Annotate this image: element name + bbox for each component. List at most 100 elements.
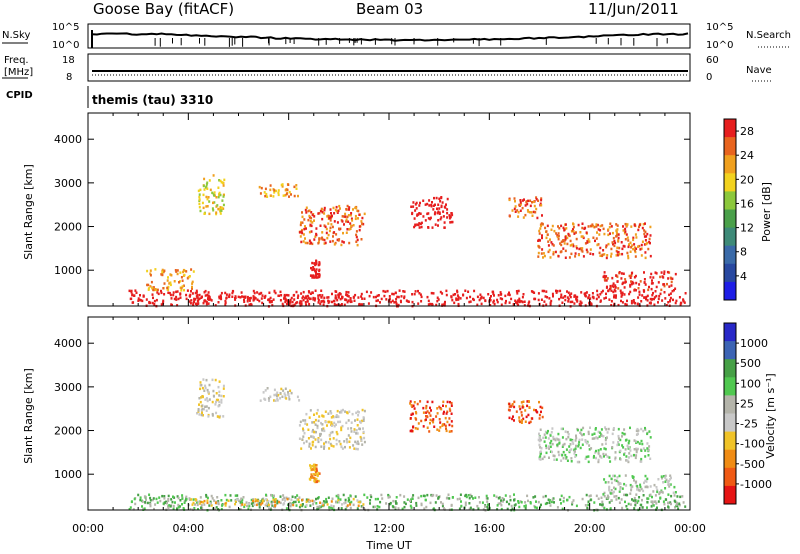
data-region (410, 196, 454, 229)
data-cell (524, 409, 527, 412)
data-cell (638, 283, 641, 286)
data-cell (222, 195, 225, 198)
data-cell (188, 300, 191, 303)
data-cell (176, 269, 179, 272)
data-cell (514, 205, 517, 208)
data-cell (402, 290, 405, 293)
data-cell (448, 423, 451, 427)
data-cell (221, 504, 224, 507)
data-cell (359, 303, 362, 306)
data-cell (360, 292, 363, 296)
data-cell (277, 193, 280, 197)
data-cell (349, 300, 352, 304)
data-cell (655, 486, 658, 489)
data-cell (539, 505, 542, 509)
data-cell (312, 468, 314, 471)
data-cell (320, 237, 323, 240)
data-cell (273, 189, 276, 192)
data-cell (547, 445, 550, 448)
data-cell (193, 507, 196, 510)
data-cell (308, 500, 311, 503)
data-cell (268, 397, 271, 400)
data-cell (613, 478, 616, 482)
data-cell (197, 508, 199, 511)
data-cell (478, 496, 480, 499)
data-cell (272, 195, 275, 198)
data-cell (385, 502, 388, 505)
data-cell (284, 387, 287, 390)
data-cell (640, 439, 643, 443)
data-cell (643, 243, 646, 246)
data-cell (202, 301, 205, 305)
data-cell (478, 298, 481, 302)
data-cell (489, 298, 492, 302)
data-cell (621, 291, 624, 294)
data-cell (527, 301, 530, 305)
data-cell (442, 400, 445, 404)
data-cell (179, 499, 182, 502)
data-cell (564, 238, 567, 241)
data-cell (638, 223, 641, 227)
data-cell (513, 197, 516, 200)
data-cell (339, 498, 342, 501)
data-cell (178, 281, 180, 284)
data-cell (271, 504, 274, 507)
data-cell (492, 292, 495, 295)
data-cell (428, 411, 431, 415)
data-cell (335, 303, 338, 307)
data-cell (347, 214, 350, 217)
data-cell (644, 428, 647, 431)
data-cell (258, 506, 261, 509)
data-cell (588, 448, 591, 451)
data-cell (618, 490, 621, 493)
data-cell (608, 501, 611, 504)
data-cell (315, 472, 318, 476)
data-cell (213, 194, 215, 197)
data-cell (635, 247, 638, 250)
data-cell (556, 235, 559, 239)
data-cell (315, 233, 318, 237)
data-cell (177, 496, 180, 500)
data-cell (131, 500, 133, 503)
data-cell (664, 487, 667, 490)
data-cell (559, 250, 562, 254)
data-cell (269, 395, 272, 398)
data-cell (205, 183, 208, 186)
noise-trace (91, 32, 689, 42)
data-cell (279, 397, 282, 400)
data-cell (566, 242, 569, 246)
data-cell (163, 282, 166, 285)
data-cell (323, 445, 326, 448)
data-cell (340, 428, 343, 432)
data-cell (344, 212, 347, 216)
data-cell (667, 480, 670, 484)
data-cell (309, 223, 312, 227)
data-cell (172, 495, 174, 498)
data-cell (313, 413, 315, 416)
data-cell (163, 293, 166, 296)
data-cell (669, 276, 672, 280)
data-cell (349, 436, 352, 440)
data-cell (562, 443, 565, 447)
data-cell (538, 437, 541, 440)
colorbar-frame (723, 118, 737, 301)
data-cell (641, 442, 644, 446)
data-cell (203, 177, 206, 181)
data-cell (241, 295, 243, 298)
data-cell (303, 441, 305, 445)
data-cell (204, 384, 207, 388)
data-cell (655, 502, 658, 505)
data-cell (318, 212, 321, 215)
data-cell (199, 400, 202, 404)
data-cell (324, 501, 327, 504)
data-cell (570, 292, 573, 295)
data-cell (305, 296, 308, 299)
data-cell (621, 247, 624, 251)
data-cell (543, 254, 546, 258)
data-cell (331, 507, 334, 510)
data-cell (281, 185, 284, 188)
data-cell (313, 238, 316, 241)
data-region (128, 493, 687, 512)
data-cell (176, 290, 179, 293)
